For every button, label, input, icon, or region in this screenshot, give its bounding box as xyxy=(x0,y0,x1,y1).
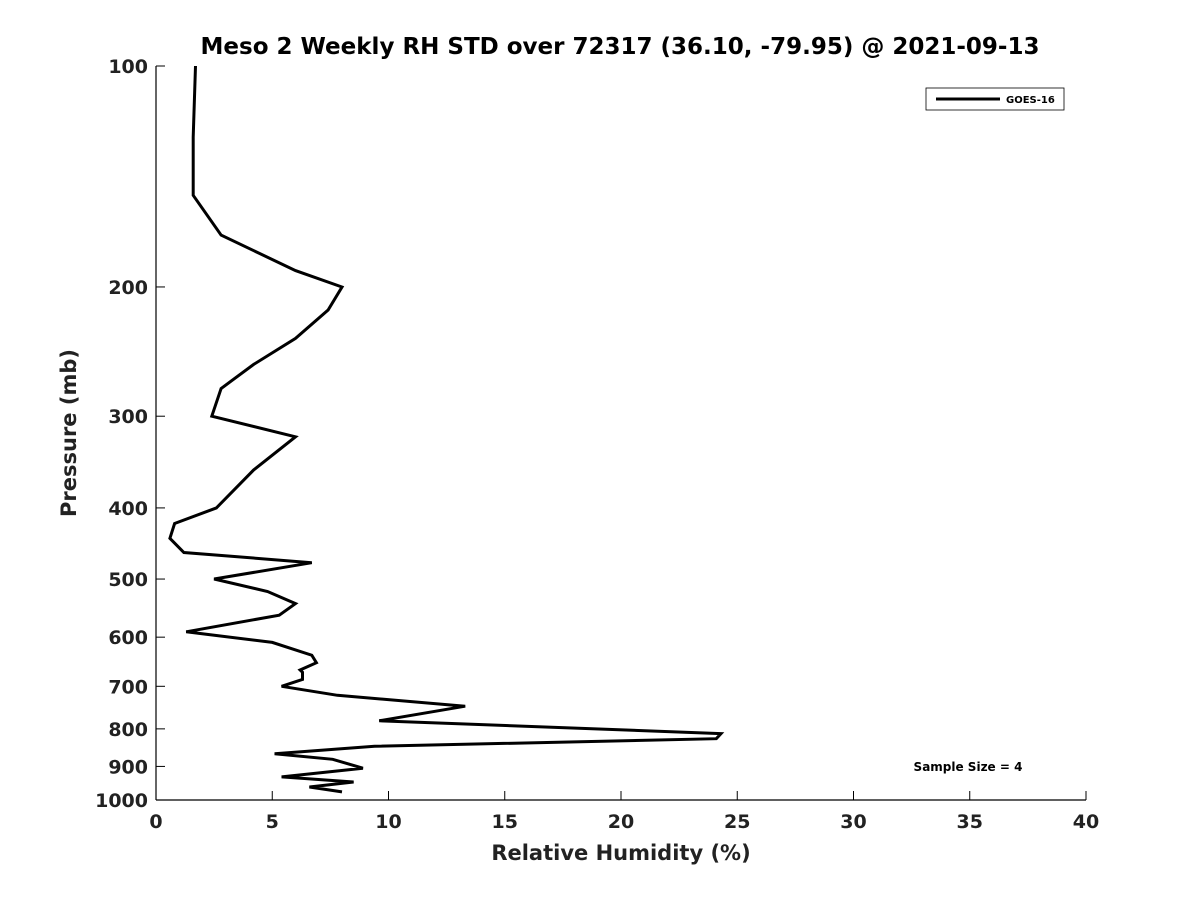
x-axis-label: Relative Humidity (%) xyxy=(491,841,750,865)
y-tick-label: 100 xyxy=(108,56,148,78)
y-tick-label: 800 xyxy=(108,719,148,741)
y-axis-ticks: 100 200 300 400 500 600 700 800 900 1000 xyxy=(95,56,165,812)
legend: GOES-16 xyxy=(925,87,1065,111)
x-tick-label: 0 xyxy=(149,811,162,833)
x-tick-label: 20 xyxy=(608,811,634,833)
x-tick-label: 10 xyxy=(375,811,401,833)
y-tick-label: 600 xyxy=(108,627,148,649)
y-tick-label: 400 xyxy=(108,498,148,520)
y-tick-label: 900 xyxy=(108,756,148,778)
y-tick-label: 200 xyxy=(108,277,148,299)
sample-size-annotation: Sample Size = 4 xyxy=(914,760,1023,774)
x-tick-label: 35 xyxy=(957,811,983,833)
x-tick-label: 15 xyxy=(492,811,518,833)
x-tick-label: 40 xyxy=(1073,811,1099,833)
y-tick-label: 700 xyxy=(108,676,148,698)
y-tick-label: 1000 xyxy=(95,790,148,812)
y-tick-label: 300 xyxy=(108,406,148,428)
y-axis-label: Pressure (mb) xyxy=(57,349,81,517)
x-tick-label: 30 xyxy=(840,811,866,833)
legend-label-goes-16: GOES-16 xyxy=(1006,95,1055,106)
series-layer xyxy=(168,65,725,794)
series-line-goes-16 xyxy=(168,65,725,794)
x-axis-ticks: 0 5 10 15 20 25 30 35 40 xyxy=(149,791,1099,833)
y-tick-label: 500 xyxy=(108,569,148,591)
x-tick-label: 25 xyxy=(724,811,750,833)
chart-title: Meso 2 Weekly RH STD over 72317 (36.10, … xyxy=(201,34,1040,60)
x-tick-label: 5 xyxy=(266,811,279,833)
